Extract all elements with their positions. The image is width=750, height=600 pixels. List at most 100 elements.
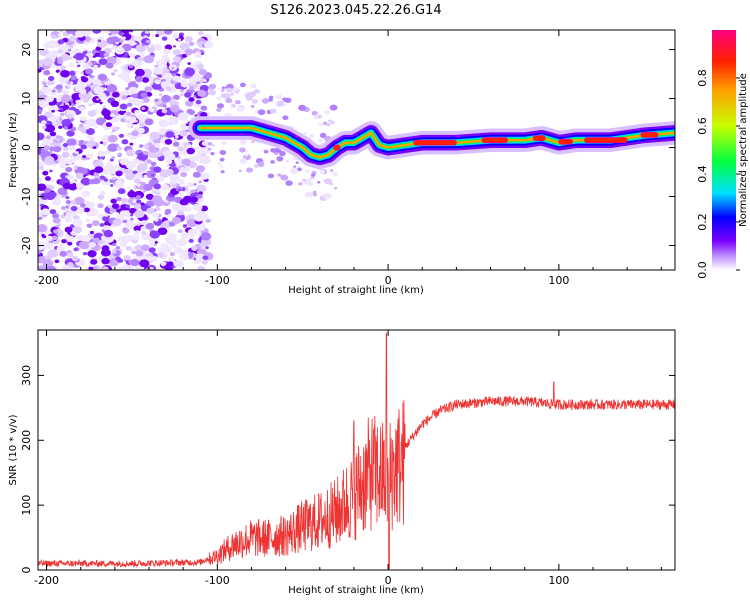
noise-blob (210, 152, 215, 156)
noise-blob (122, 227, 130, 234)
noise-blob (140, 244, 150, 252)
noise-blob (52, 213, 60, 219)
noise-blob (146, 207, 155, 215)
noise-blob (221, 86, 226, 89)
noise-blob (70, 75, 77, 81)
noise-blob (171, 203, 183, 212)
noise-blob (180, 89, 184, 92)
noise-blob (103, 52, 110, 58)
noise-blob (59, 250, 68, 257)
noise-blob (38, 100, 49, 109)
noise-blob (246, 150, 249, 153)
noise-blob (148, 142, 153, 146)
noise-blob (250, 140, 255, 144)
noise-blob (126, 55, 131, 58)
noise-blob (101, 245, 110, 252)
noise-blob (128, 40, 136, 46)
noise-blob (125, 149, 136, 157)
noise-blob (211, 144, 215, 147)
noise-blob (77, 125, 86, 132)
noise-blob (166, 214, 171, 218)
noise-blob (87, 110, 96, 117)
noise-blob (221, 140, 227, 145)
noise-blob (61, 239, 67, 244)
noise-blob (56, 65, 62, 70)
snr-y-tick-label: 300 (20, 365, 33, 386)
noise-blob (102, 141, 107, 146)
noise-blob (38, 183, 47, 192)
noise-blob (196, 165, 206, 173)
noise-blob (47, 76, 55, 81)
noise-blob (145, 39, 151, 44)
noise-blob (124, 210, 130, 215)
noise-blob (244, 153, 249, 157)
noise-blob (72, 218, 83, 227)
snr-frame (37, 329, 676, 571)
noise-blob (81, 190, 91, 198)
noise-blob (62, 104, 70, 110)
noise-blob (324, 110, 331, 115)
noise-blob (44, 156, 55, 165)
noise-blob (59, 107, 64, 111)
noise-blob (105, 150, 111, 155)
noise-blob (145, 115, 150, 119)
noise-blob (94, 125, 99, 129)
noise-blob (187, 189, 191, 193)
noise-blob (99, 101, 103, 105)
noise-blob (145, 193, 154, 200)
noise-blob (134, 209, 145, 218)
noise-blob (60, 190, 67, 195)
spectrogram-y-tick-label: 0 (20, 144, 33, 151)
noise-blob (179, 166, 186, 172)
noise-blob (161, 138, 166, 143)
noise-blob (197, 265, 206, 270)
noise-blob (172, 45, 177, 48)
noise-blob (134, 172, 143, 180)
noise-blob (307, 181, 314, 187)
noise-blob (66, 138, 77, 147)
noise-blob (121, 30, 128, 34)
noise-blob (65, 196, 70, 200)
noise-blob (179, 130, 188, 137)
noise-blob (121, 95, 128, 100)
noise-blob (298, 104, 307, 111)
noise-blob (122, 264, 129, 270)
noise-blob (134, 244, 143, 252)
noise-blob (106, 84, 118, 93)
noise-blob (135, 195, 142, 200)
noise-blob (200, 105, 208, 111)
noise-blob (84, 207, 91, 213)
noise-blob (225, 98, 233, 104)
noise-blob (67, 48, 72, 52)
noise-blob (97, 194, 105, 200)
snr-y-tick-label: 0 (20, 567, 33, 574)
noise-blob (46, 87, 51, 92)
noise-blob (97, 39, 102, 43)
colorbar-label: Normalized spectral amplitude (738, 73, 749, 227)
noise-blob (45, 265, 57, 270)
noise-blob (66, 81, 71, 85)
colorbar: 0.0 0.2 0.4 0.6 0.8 Normalized spectral ampl… (696, 30, 749, 279)
noise-blob (117, 188, 126, 195)
noise-blob (68, 62, 75, 68)
noise-blob (86, 118, 97, 127)
ridge-peak-segment (558, 138, 573, 145)
noise-blob (192, 171, 201, 178)
noise-blob (131, 130, 139, 137)
noise-blob (179, 198, 189, 206)
noise-blob (43, 144, 51, 151)
noise-blob (239, 82, 246, 88)
noise-blob (125, 204, 131, 209)
noise-blob (200, 172, 210, 180)
noise-blob (44, 111, 53, 119)
noise-blob (205, 246, 209, 250)
noise-blob (250, 104, 255, 108)
noise-blob (66, 252, 74, 258)
noise-blob (130, 258, 140, 267)
noise-blob (65, 158, 74, 165)
noise-blob (267, 173, 275, 179)
noise-blob (96, 98, 100, 101)
noise-blob (163, 48, 171, 55)
noise-blob (112, 176, 117, 180)
